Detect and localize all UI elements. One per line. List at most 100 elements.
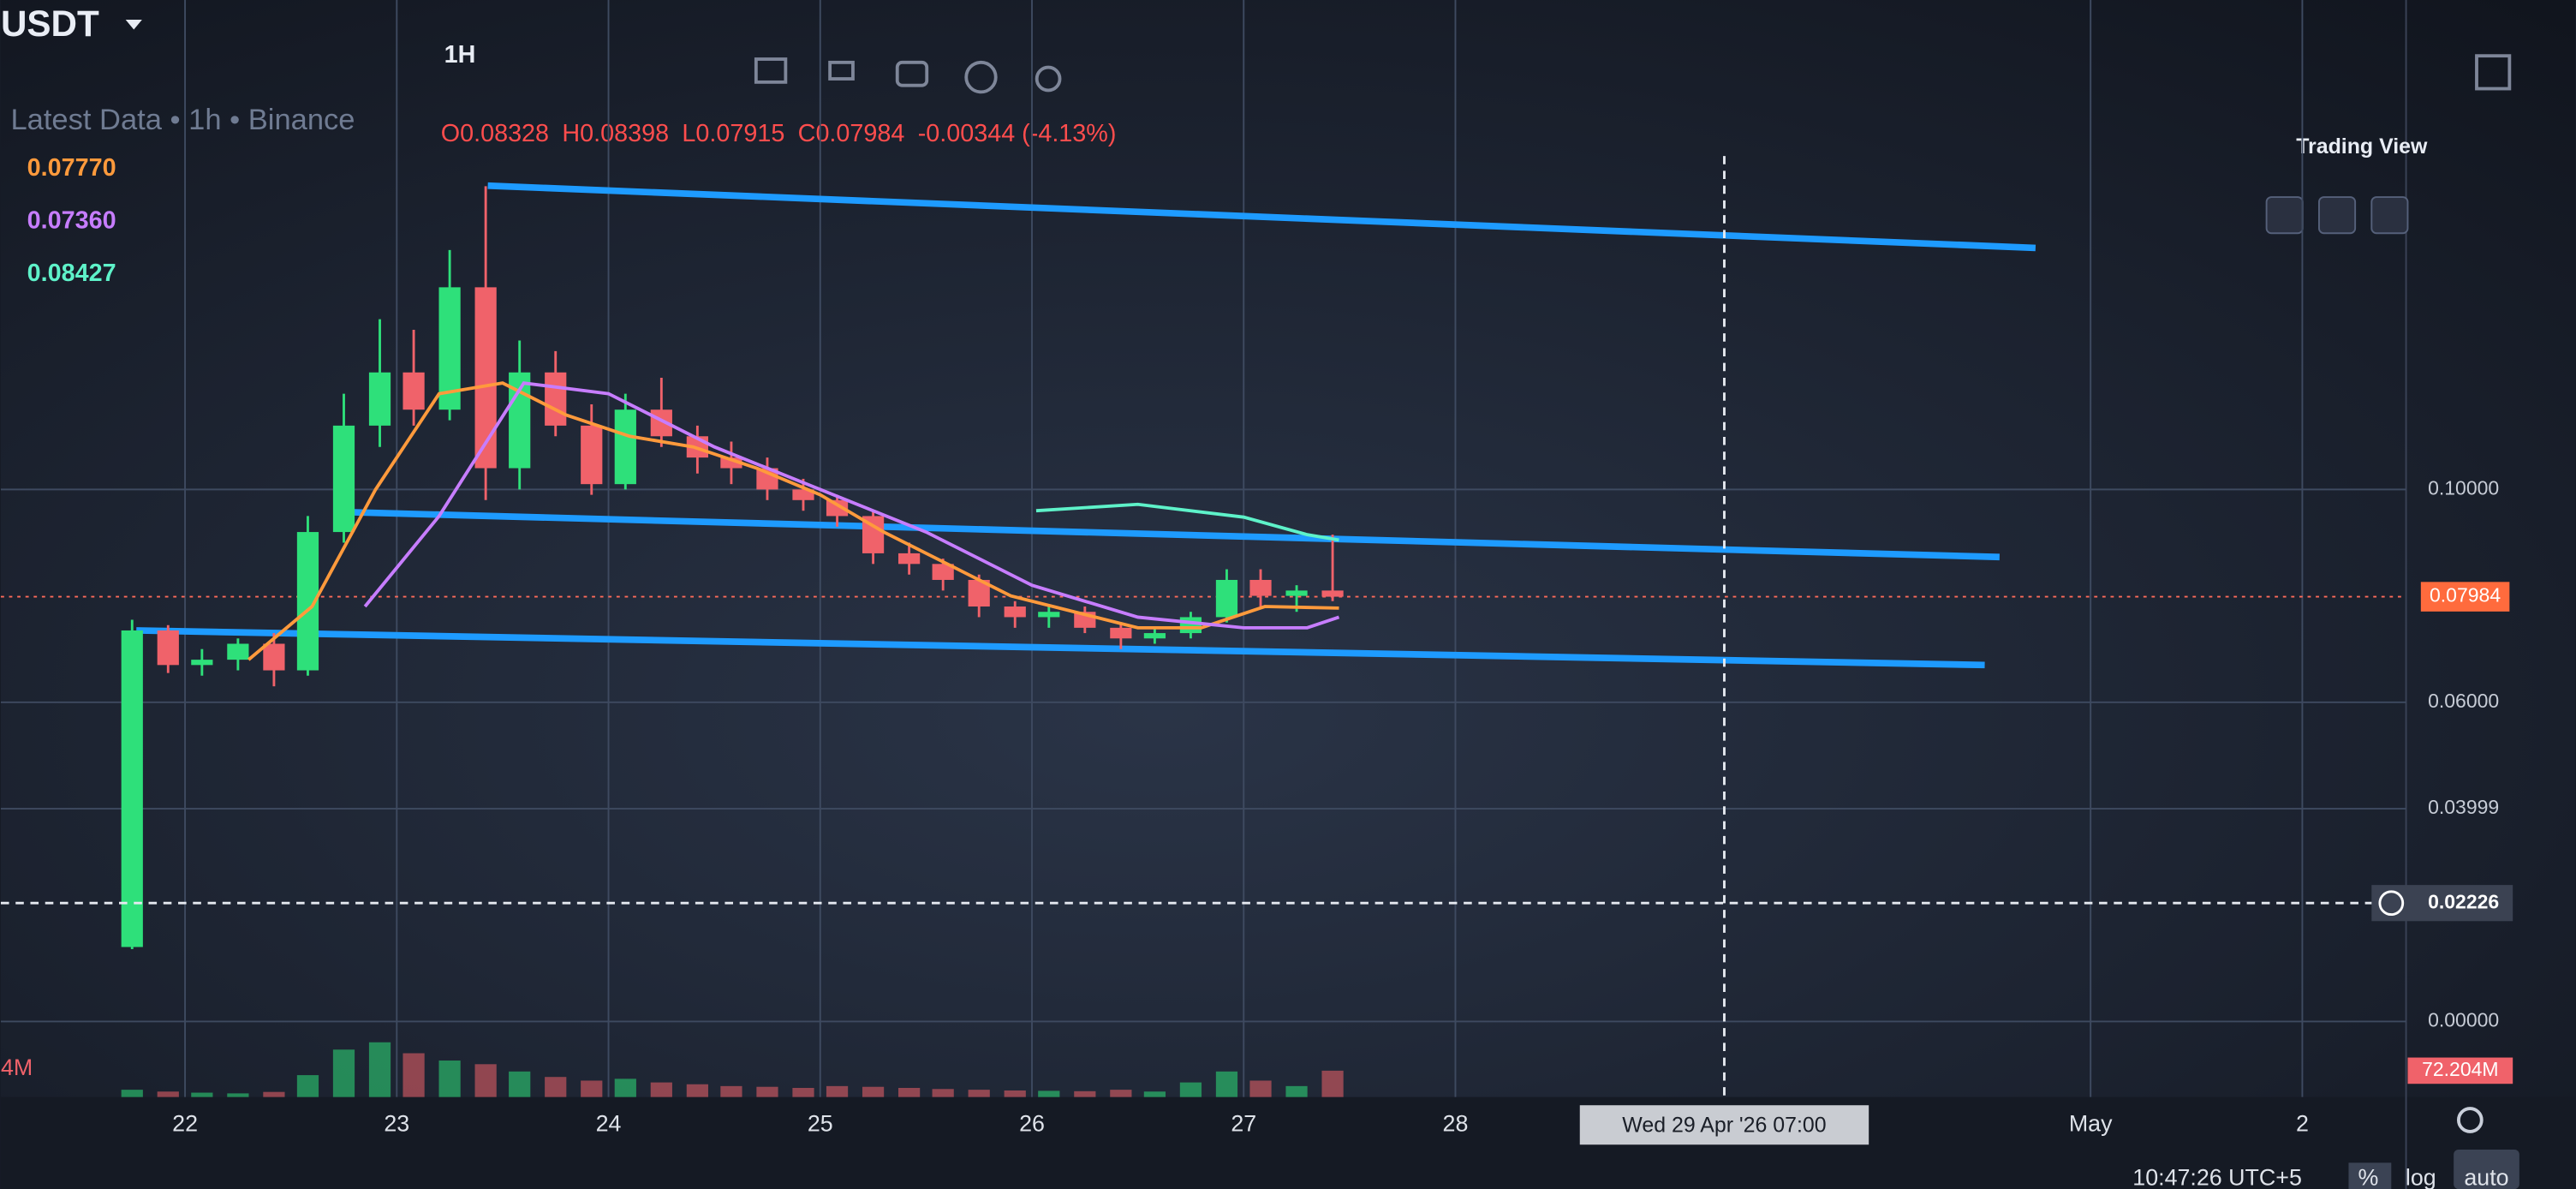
- time-axis-bar: [0, 1096, 2576, 1189]
- clock: 10:47:26 UTC+5: [2132, 1165, 2302, 1189]
- trend-line: [136, 627, 1985, 669]
- candle-body: [1321, 590, 1344, 597]
- candle-body: [1179, 617, 1202, 634]
- crosshair-price: 0.02226: [2428, 890, 2499, 912]
- volume-bar: [862, 1086, 885, 1097]
- x-tick-label: 22: [172, 1110, 198, 1136]
- candle-body: [157, 630, 179, 666]
- volume-bar: [402, 1053, 425, 1097]
- volume-bar: [332, 1049, 355, 1097]
- last-price-bg: [2420, 582, 2510, 612]
- candle-body: [191, 660, 213, 666]
- x-tick-label: 27: [1231, 1110, 1256, 1136]
- moving-average: [1035, 502, 1339, 542]
- candle-body: [1143, 633, 1166, 639]
- percent-toggle[interactable]: %: [2358, 1165, 2379, 1189]
- log-toggle[interactable]: log: [2406, 1165, 2436, 1189]
- candle-body: [332, 425, 355, 533]
- volume-bar: [581, 1080, 603, 1097]
- candle-body: [1038, 612, 1060, 618]
- candle-body: [545, 372, 567, 426]
- toolbar-icons[interactable]: [754, 54, 2512, 94]
- volume-bar: [686, 1084, 708, 1097]
- trend-line: [354, 509, 2000, 561]
- crosshair-time-bg: [1579, 1105, 1869, 1145]
- candle-body: [121, 630, 143, 947]
- volume-bar: [792, 1087, 814, 1097]
- candle-body: [1285, 590, 1308, 596]
- volume-bar: [1321, 1070, 1344, 1097]
- candle-body: [1110, 627, 1132, 639]
- moving-average: [247, 381, 1339, 661]
- volume-bar: [1143, 1091, 1166, 1097]
- ohlc-value: L0.07915: [682, 120, 784, 147]
- interval[interactable]: 1H: [444, 41, 476, 69]
- x-tick-label: 2: [2296, 1110, 2309, 1136]
- volume-bar: [121, 1090, 143, 1097]
- y-tick-label: 0.06000: [2428, 690, 2499, 712]
- volume-bar: [1038, 1090, 1060, 1097]
- volume-bar: [756, 1086, 778, 1097]
- subtitle: Latest Data • 1h • Binance: [10, 104, 355, 136]
- settings-icon[interactable]: [2456, 1107, 2484, 1133]
- last-price-label: 0.07984: [2430, 584, 2501, 606]
- candle-body: [227, 643, 249, 660]
- volume-bar: [157, 1091, 179, 1097]
- symbol: USDT: [1, 3, 99, 44]
- ohlc-value: O0.08328: [441, 120, 549, 147]
- volume-bar: [1285, 1085, 1308, 1097]
- chart-buttons[interactable]: [2265, 196, 2409, 235]
- volume-label: 72.204M: [2422, 1058, 2499, 1080]
- candle-body: [368, 372, 391, 426]
- candle-body: [932, 564, 954, 580]
- y-tick-label: 0.03999: [2428, 796, 2499, 818]
- indicator-value: 0.08427: [27, 260, 116, 287]
- volume-bar: [968, 1090, 990, 1097]
- volume-bar: [474, 1064, 497, 1097]
- candle-body: [1004, 606, 1026, 618]
- indicator-value: 0.07360: [27, 206, 116, 234]
- x-tick-label: 24: [596, 1110, 622, 1136]
- y-tick-label: 0.00000: [2428, 1009, 2499, 1031]
- volume-bar: [368, 1042, 391, 1097]
- volume-bar: [509, 1071, 531, 1097]
- trading-view-button[interactable]: Trading View: [2296, 134, 2428, 158]
- x-tick-label: 25: [808, 1110, 833, 1136]
- volume-bar: [1249, 1080, 1272, 1097]
- auto-toggle[interactable]: auto: [2464, 1165, 2508, 1189]
- volume-bar: [1074, 1090, 1096, 1097]
- x-tick-label: May: [2069, 1110, 2113, 1136]
- volume-bar: [1179, 1082, 1202, 1097]
- add-alert-button[interactable]: [2378, 890, 2405, 917]
- bottom-buttons[interactable]: [2348, 1149, 2519, 1189]
- candle-body: [402, 372, 425, 410]
- candle-body: [898, 553, 921, 565]
- candle-body: [1215, 579, 1238, 618]
- volume-bar: [650, 1082, 672, 1097]
- candle-body: [581, 425, 603, 485]
- candle-body: [263, 643, 285, 671]
- volume-bar: [263, 1091, 285, 1097]
- ohlc-header: O0.08328 H0.08398 L0.07915 C0.07984 -0.00344…: [441, 120, 1117, 147]
- candle-body: [826, 499, 849, 517]
- trend-line: [487, 182, 2036, 252]
- moving-average: [363, 381, 1340, 630]
- volume-bar: [296, 1075, 319, 1097]
- volume-bar: [898, 1087, 921, 1097]
- volume-bar: [227, 1093, 249, 1097]
- volume-label-bg: [2407, 1057, 2513, 1084]
- symbol-menu[interactable]: [125, 20, 142, 30]
- x-tick-label: 26: [1019, 1110, 1045, 1136]
- candle-body: [614, 409, 636, 485]
- ohlc-value: C0.07984: [798, 120, 905, 147]
- volume-bar: [1004, 1090, 1026, 1097]
- volume-bar: [191, 1092, 213, 1097]
- x-tick-label: 28: [1443, 1110, 1469, 1136]
- candle-body: [474, 287, 497, 469]
- volume-bar: [1110, 1090, 1132, 1097]
- indicator-value: 0.07770: [27, 154, 116, 182]
- volume-bar: [614, 1078, 636, 1097]
- x-tick-label: 23: [384, 1110, 409, 1136]
